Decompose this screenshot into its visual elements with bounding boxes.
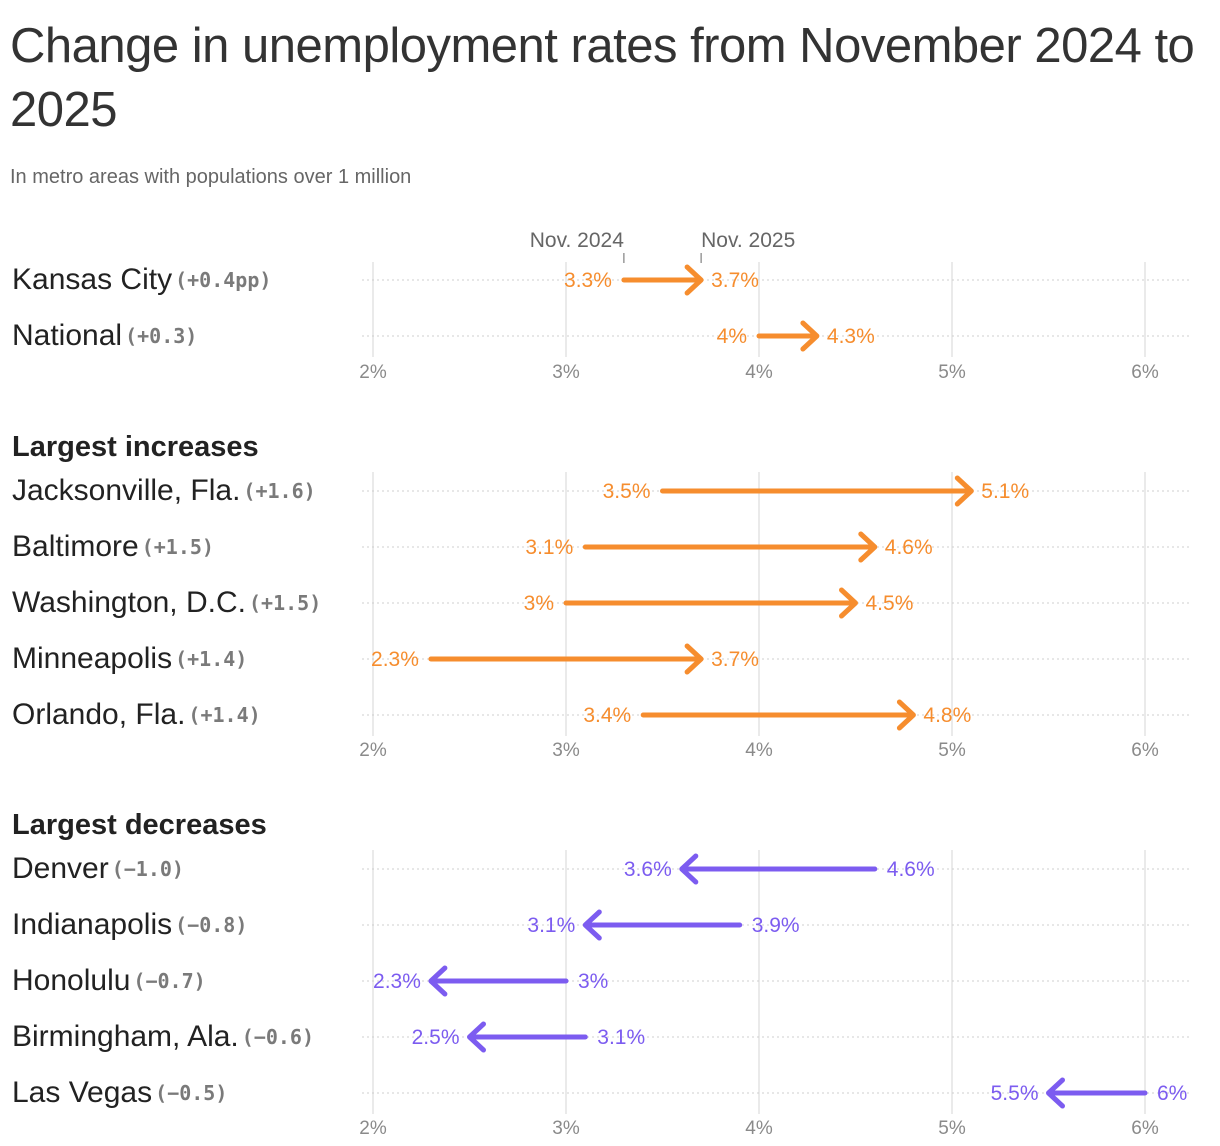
legend-end-label: Nov. 2025 [701, 229, 795, 252]
start-value-label: 3.4% [583, 704, 631, 727]
row-label: Denver [12, 852, 109, 885]
row-delta: (−0.8) [175, 913, 247, 937]
end-value-label: 3.1% [527, 914, 575, 937]
row-label: Washington, D.C. [12, 586, 246, 619]
x-tick-label: 2% [359, 740, 387, 761]
end-value-label: 3.7% [711, 648, 759, 671]
end-value-label: 2.5% [412, 1026, 460, 1049]
x-tick-label: 4% [745, 1118, 773, 1139]
arrow-head [582, 909, 602, 941]
x-tick-label: 6% [1131, 1118, 1159, 1139]
start-value-label: 4% [717, 325, 747, 348]
row-label: Indianapolis [12, 908, 172, 941]
x-tick-label: 2% [359, 1118, 387, 1139]
start-value-label: 3% [524, 592, 554, 615]
end-value-label: 3.6% [624, 858, 672, 881]
arrow-head [679, 853, 699, 885]
row-delta: (+1.4) [175, 647, 247, 671]
row-label: Jacksonville, Fla. [12, 474, 240, 507]
arrow-head [858, 531, 878, 563]
row-delta: (−0.5) [155, 1081, 227, 1105]
row-delta: (+1.5) [249, 591, 321, 615]
end-value-label: 3.7% [711, 269, 759, 292]
row-label: Honolulu [12, 964, 130, 997]
start-value-label: 3.1% [525, 536, 573, 559]
arrow-head [800, 320, 820, 352]
arrow-head [954, 475, 974, 507]
end-value-label: 4.6% [885, 536, 933, 559]
section-title: Largest decreases [12, 809, 267, 841]
legend-start-label: Nov. 2024 [530, 229, 624, 252]
row-delta: (+0.4pp) [175, 268, 271, 292]
row-delta: (+1.6) [243, 479, 315, 503]
x-tick-label: 3% [552, 740, 580, 761]
x-tick-label: 5% [938, 740, 966, 761]
row-label: Orlando, Fla. [12, 698, 185, 731]
arrow-head [467, 1021, 486, 1053]
row-label: Baltimore [12, 530, 139, 563]
row-label: Kansas City [12, 263, 172, 296]
start-value-label: 3.9% [752, 914, 800, 937]
chart-subtitle: In metro areas with populations over 1 m… [10, 166, 412, 188]
start-value-label: 3.1% [597, 1026, 645, 1049]
arrow-head [896, 699, 916, 731]
x-tick-label: 2% [359, 362, 387, 383]
arrow-head [428, 965, 448, 997]
row-label: Minneapolis [12, 642, 172, 675]
start-value-label: 3.3% [564, 269, 612, 292]
x-tick-label: 4% [745, 362, 773, 383]
row-delta: (+1.5) [142, 535, 214, 559]
row-delta: (−0.6) [242, 1025, 314, 1049]
x-tick-label: 3% [552, 362, 580, 383]
section-title: Largest increases [12, 431, 259, 463]
arrow-head [1046, 1077, 1065, 1109]
end-value-label: 2.3% [373, 970, 421, 993]
start-value-label: 4.6% [887, 858, 935, 881]
row-delta: (−1.0) [112, 857, 184, 881]
x-tick-label: 3% [552, 1118, 580, 1139]
end-value-label: 5.5% [991, 1082, 1039, 1105]
end-value-label: 4.5% [866, 592, 914, 615]
end-value-label: 5.1% [981, 480, 1029, 503]
start-value-label: 6% [1157, 1082, 1187, 1105]
x-tick-label: 6% [1131, 740, 1159, 761]
x-tick-label: 4% [745, 740, 773, 761]
row-label: Birmingham, Ala. [12, 1020, 239, 1053]
end-value-label: 4.8% [923, 704, 971, 727]
row-label: Las Vegas [12, 1076, 152, 1109]
start-value-label: 3% [578, 970, 608, 993]
row-delta: (+0.3) [125, 324, 197, 348]
start-value-label: 3.5% [603, 480, 651, 503]
x-tick-label: 5% [938, 1118, 966, 1139]
arrow-head [684, 264, 704, 296]
arrow-head [839, 587, 858, 619]
row-label: National [12, 319, 122, 352]
chart-title: Change in unemployment rates from Novemb… [10, 19, 1195, 137]
x-tick-label: 6% [1131, 362, 1159, 383]
arrow-head [684, 643, 704, 675]
row-delta: (−0.7) [133, 969, 205, 993]
end-value-label: 4.3% [827, 325, 875, 348]
row-delta: (+1.4) [188, 703, 260, 727]
start-value-label: 2.3% [371, 648, 419, 671]
x-tick-label: 5% [938, 362, 966, 383]
